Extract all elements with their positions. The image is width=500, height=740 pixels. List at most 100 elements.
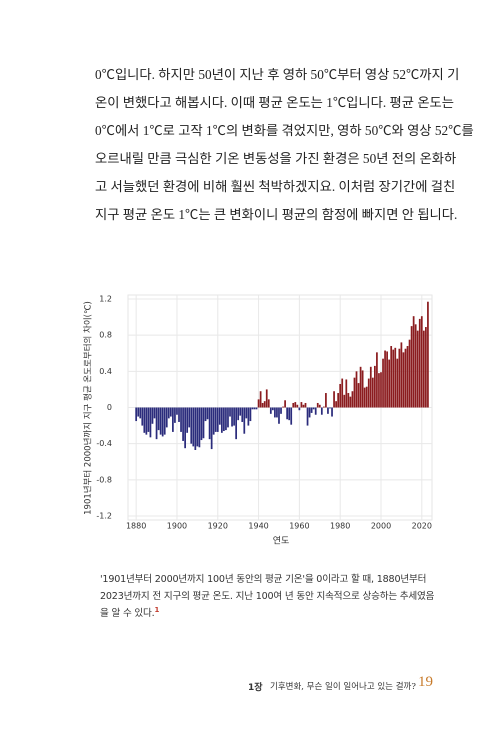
bar <box>306 407 309 426</box>
bar <box>214 407 217 432</box>
bar <box>233 407 235 426</box>
bar <box>188 407 191 428</box>
caption-line: 2023년까지 전 지구의 평균 온도. 지난 100여 년 동안 지속적으로 … <box>100 591 435 602</box>
bar <box>320 407 323 415</box>
bar <box>416 330 419 408</box>
bar <box>282 406 284 408</box>
bar <box>408 339 411 408</box>
bar <box>269 407 272 414</box>
bar <box>351 391 354 408</box>
bar <box>302 404 305 408</box>
bar <box>284 400 286 408</box>
chapter-title: 기후변화, 무슨 일이 일어나고 있는 걸까? <box>270 682 416 692</box>
x-tick-label: 1940 <box>248 522 268 531</box>
bar <box>374 365 376 408</box>
bar <box>384 350 386 408</box>
x-tick-label: 1880 <box>126 522 146 531</box>
bar <box>192 407 195 447</box>
y-tick-label: -1.2 <box>96 512 112 521</box>
bar <box>357 383 360 408</box>
bar <box>216 407 219 432</box>
body-line: 0℃입니다. 하지만 50년이 지난 후 영하 50℃부터 영상 52℃까지 기 <box>95 67 460 82</box>
bar <box>267 399 270 408</box>
body-line: 오르내릴 만큼 극심한 기온 변동성을 가진 환경은 50년 전의 온화하 <box>95 151 457 166</box>
bar <box>253 407 256 410</box>
bar <box>363 387 366 408</box>
bar <box>176 407 178 415</box>
bar <box>212 407 215 435</box>
bar <box>245 407 248 419</box>
bar <box>198 407 201 448</box>
bar <box>200 407 203 441</box>
bar <box>365 386 368 408</box>
bar <box>194 407 197 450</box>
body-line: 고 서늘했던 환경에 비해 훨씬 척박하겠지요. 이처럼 장기간에 걸친 <box>95 179 456 194</box>
bar <box>165 407 168 428</box>
body-line: 지구 평균 온도 1℃는 큰 변화이니 평균의 함정에 빠지면 안 됩니다. <box>95 207 458 222</box>
bar <box>290 407 293 425</box>
bar <box>371 377 374 408</box>
bar <box>361 370 364 408</box>
bar <box>218 407 221 425</box>
bar <box>137 407 140 417</box>
bar <box>298 407 301 411</box>
bar <box>386 351 388 408</box>
bar <box>241 407 244 422</box>
bar <box>335 401 337 408</box>
bar <box>347 393 350 408</box>
bar <box>355 371 358 408</box>
bar <box>261 402 264 408</box>
caption-line: '1901년부터 2000년까지 100년 동안의 평균 기온'을 0이라고 할… <box>100 574 427 585</box>
bar <box>184 407 186 449</box>
bar <box>327 407 329 414</box>
y-tick-label: 0 <box>107 403 112 412</box>
bar <box>380 372 382 408</box>
bar <box>247 407 250 426</box>
bar <box>145 407 148 435</box>
bar <box>396 358 399 408</box>
bar <box>163 407 166 435</box>
bar <box>316 402 319 408</box>
bar <box>274 407 276 418</box>
bar <box>329 407 331 409</box>
bar <box>406 346 409 408</box>
chart: 연도 1901년부터 2000년까지 지구 평균 온도로부터의 차이(℃) -1… <box>83 294 433 547</box>
bar <box>180 407 182 432</box>
bar <box>427 301 429 408</box>
bar <box>202 407 205 439</box>
footnote-mark: 1 <box>154 605 160 614</box>
bar <box>333 391 335 408</box>
bar <box>412 316 415 408</box>
bar <box>151 407 154 424</box>
bar <box>182 407 184 441</box>
bar <box>294 402 297 408</box>
bar <box>196 407 199 447</box>
bar <box>382 358 384 408</box>
bar <box>231 407 233 427</box>
bar <box>141 407 144 426</box>
bar <box>314 407 317 415</box>
x-tick-label: 1980 <box>330 522 350 531</box>
bar <box>249 407 252 422</box>
bar <box>394 347 397 408</box>
body-line: 온이 변했다고 해봅시다. 이때 평균 온도는 1℃입니다. 평균 온도는 <box>95 95 455 110</box>
bar <box>353 377 356 408</box>
bar <box>220 407 223 433</box>
bar <box>251 407 254 410</box>
bar <box>157 407 160 431</box>
bar <box>135 407 138 422</box>
bar <box>172 407 174 432</box>
x-axis-label: 연도 <box>273 536 290 547</box>
bar <box>263 401 266 408</box>
bar <box>206 407 209 420</box>
bar <box>341 378 344 408</box>
x-tick-label: 2020 <box>412 522 432 531</box>
bar <box>376 352 378 408</box>
bar <box>143 407 146 433</box>
bar <box>398 348 401 408</box>
chapter: 1장 <box>248 683 263 693</box>
bar <box>225 407 227 431</box>
bar <box>402 352 405 408</box>
bar <box>343 394 346 408</box>
